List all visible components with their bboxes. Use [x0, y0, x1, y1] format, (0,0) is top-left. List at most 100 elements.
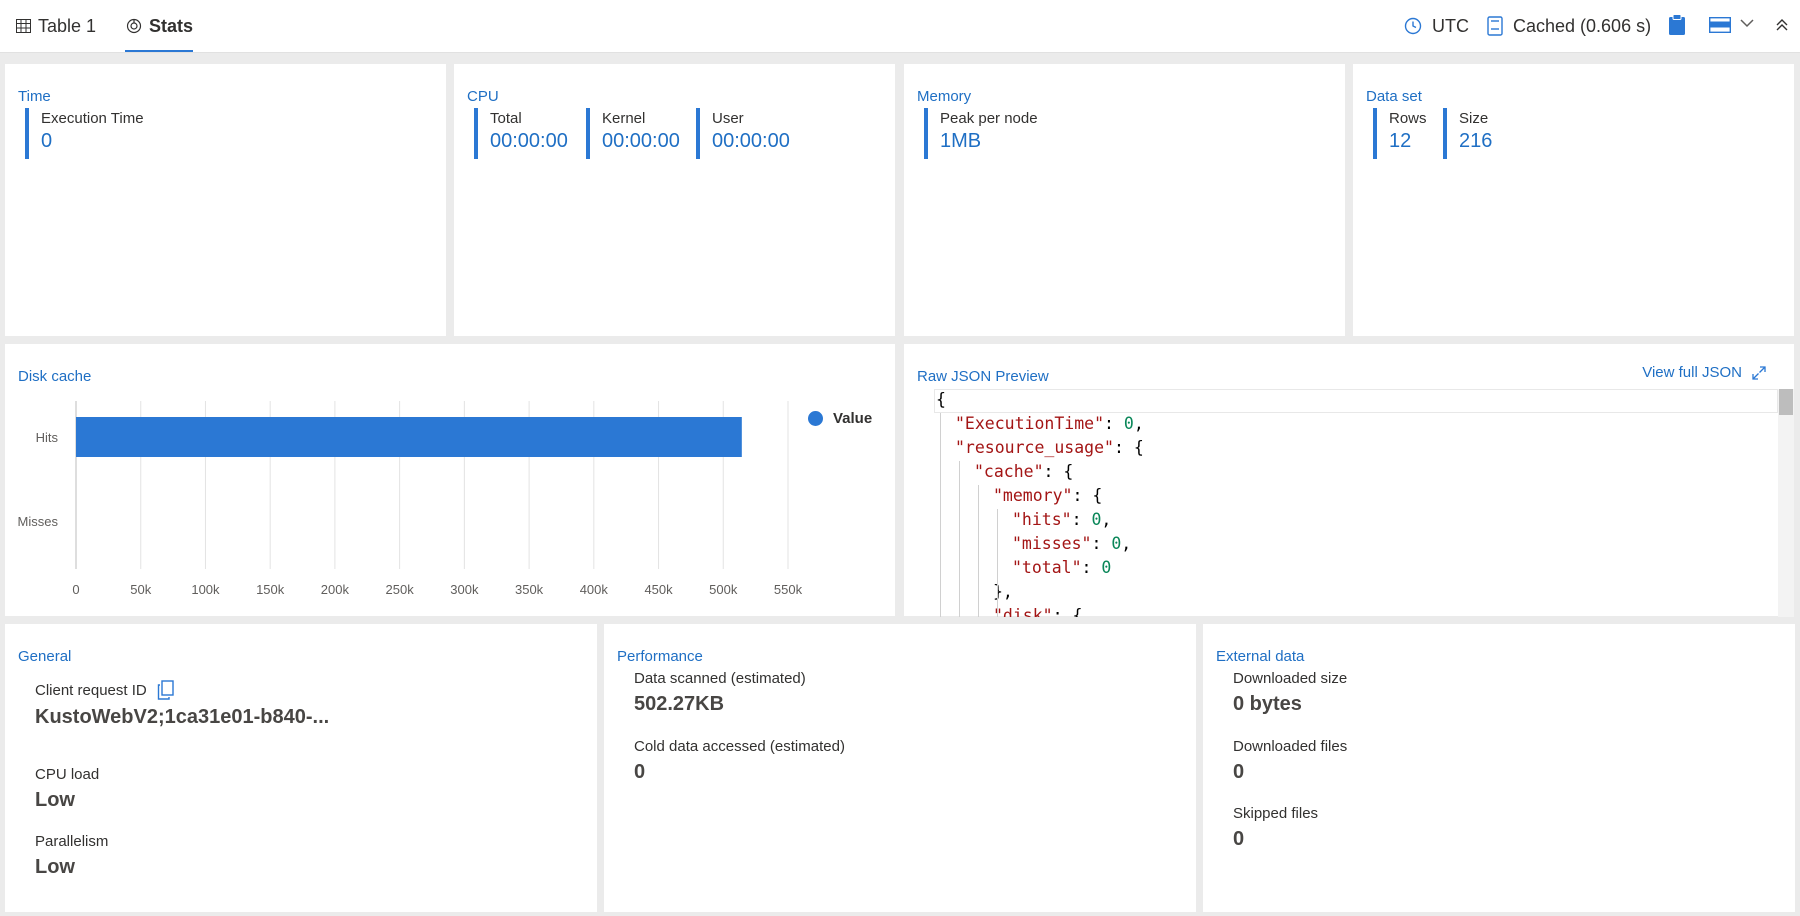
x-tick-label: 500k: [709, 582, 738, 597]
metric-value: 1MB: [940, 130, 982, 152]
json-line: "ExecutionTime": 0,: [955, 414, 1144, 433]
metric-value: 0: [41, 130, 53, 152]
scrollbar-thumb[interactable]: [1779, 389, 1793, 415]
cold-data-field: Cold data accessed (estimated) 0: [634, 738, 845, 784]
timezone-label: UTC: [1432, 15, 1469, 36]
json-line: "cache": {: [974, 462, 1074, 481]
card-title: CPU: [467, 88, 499, 105]
external-data-card: External data Downloaded size 0 bytes Do…: [1203, 624, 1795, 912]
cache-status-label: Cached (0.606 s): [1513, 15, 1652, 36]
json-line: "memory": {: [993, 486, 1103, 505]
x-tick-label: 250k: [386, 582, 415, 597]
collapse-icon[interactable]: [1776, 19, 1788, 31]
field-label: Downloaded size: [1233, 670, 1348, 687]
clock-icon: [1404, 17, 1422, 35]
field-label: Data scanned (estimated): [634, 670, 806, 687]
chart-legend: Value: [808, 410, 872, 427]
card-title: Data set: [1366, 88, 1422, 105]
json-scrollbar[interactable]: [1778, 389, 1794, 617]
field-value: 502.27KB: [634, 693, 725, 715]
expand-icon: [1752, 365, 1766, 380]
metric-label: Total: [490, 110, 522, 127]
downloaded-files-field: Downloaded files 0: [1233, 738, 1347, 784]
json-editor[interactable]: {"ExecutionTime": 0, "resource_usage": {"…: [934, 389, 1782, 617]
x-tick-label: 50k: [130, 582, 151, 597]
active-tab-indicator: [125, 50, 194, 52]
rows-metric: Rows 12: [1373, 108, 1427, 159]
card-title: General: [18, 648, 72, 665]
field-value: 0 bytes: [1233, 693, 1302, 715]
skipped-files-field: Skipped files 0: [1233, 805, 1318, 851]
field-label: Downloaded files: [1233, 738, 1348, 755]
tab-table-1[interactable]: Table 1: [14, 0, 96, 52]
field-label: Cold data accessed (estimated): [634, 738, 845, 755]
metric-label: User: [712, 110, 744, 127]
legend-swatch: [808, 411, 823, 426]
x-tick-label: 450k: [644, 582, 673, 597]
stats-icon: [125, 17, 143, 35]
clipboard-icon[interactable]: [1668, 14, 1686, 36]
metric-label: Size: [1459, 110, 1489, 127]
metric-label: Kernel: [602, 110, 646, 127]
indent-guide: [959, 461, 960, 617]
cpu-card: CPU Total 00:00:00 Kernel 00:00:00 User …: [454, 64, 895, 336]
field-label: CPU load: [35, 766, 100, 783]
card-title: Performance: [617, 648, 703, 665]
y-tick-label: Misses: [18, 514, 59, 529]
metric-value: 12: [1389, 130, 1412, 152]
timezone-button[interactable]: UTC: [1404, 0, 1469, 52]
metric-value: 216: [1459, 130, 1493, 152]
metric-value: 00:00:00: [490, 130, 568, 152]
field-value: KustoWebV2;1ca31e01-b840-...: [35, 706, 330, 728]
card-title: Disk cache: [18, 368, 92, 385]
client-request-field: Client request ID KustoWebV2;1ca31e01-b8…: [35, 680, 329, 729]
disk-cache-card: Disk cache: [5, 344, 895, 616]
chevron-down-icon[interactable]: [1740, 19, 1754, 28]
downloaded-size-field: Downloaded size 0 bytes: [1233, 670, 1347, 716]
json-line: "misses": 0,: [1012, 534, 1132, 553]
x-tick-label: 550k: [774, 582, 803, 597]
x-tick-label: 200k: [321, 582, 350, 597]
copy-icon[interactable]: [157, 680, 175, 700]
json-line: {: [936, 390, 946, 409]
results-toolbar: Table 1 Stats UTC Cached (0.606 s): [0, 0, 1800, 53]
y-tick-label: Hits: [36, 430, 59, 445]
x-tick-label: 0: [72, 582, 79, 597]
cpu-load-field: CPU load Low: [35, 766, 99, 812]
card-title: Memory: [917, 88, 972, 105]
indent-guide: [978, 485, 979, 617]
view-full-json-link[interactable]: View full JSON: [1642, 364, 1766, 381]
dataset-card: Data set Rows 12 Size 216: [1353, 64, 1794, 336]
table-icon: [14, 17, 32, 35]
field-value: Low: [35, 789, 75, 811]
field-value: 0: [634, 761, 646, 783]
general-card: General Client request ID KustoWebV2;1ca…: [5, 624, 597, 912]
indent-guide: [940, 413, 941, 617]
json-line: "total": 0: [1012, 558, 1112, 577]
x-tick-label: 350k: [515, 582, 544, 597]
tab-label: Stats: [149, 15, 194, 36]
view-full-json-label: View full JSON: [1642, 364, 1742, 381]
field-label: Skipped files: [1233, 805, 1319, 822]
tab-label: Table 1: [38, 15, 97, 36]
field-value: Low: [35, 856, 75, 878]
x-tick-label: 150k: [256, 582, 285, 597]
cache-status[interactable]: Cached (0.606 s): [1487, 0, 1651, 52]
cache-icon: [1487, 16, 1503, 36]
metric-label: Execution Time: [41, 110, 144, 127]
performance-card: Performance Data scanned (estimated) 502…: [604, 624, 1196, 912]
layout-icon[interactable]: [1709, 17, 1731, 33]
card-title: Raw JSON Preview: [917, 368, 1049, 385]
json-line: },: [993, 582, 1013, 601]
field-label: Client request ID: [35, 681, 147, 699]
data-scanned-field: Data scanned (estimated) 502.27KB: [634, 670, 806, 716]
metric-label: Rows: [1389, 110, 1427, 127]
disk-cache-chart: 0 50k 100k 150k 200k 250k 300k 350k 400k 450k 500k…: [18, 401, 803, 597]
metric-value: 00:00:00: [712, 130, 790, 152]
parallelism-field: Parallelism Low: [35, 833, 108, 879]
card-title: Time: [18, 88, 51, 105]
field-value: 0: [1233, 761, 1245, 783]
tab-stats[interactable]: Stats: [125, 0, 194, 52]
memory-card: Memory Peak per node 1MB: [904, 64, 1345, 336]
execution-time-metric: Execution Time 0: [25, 108, 144, 159]
